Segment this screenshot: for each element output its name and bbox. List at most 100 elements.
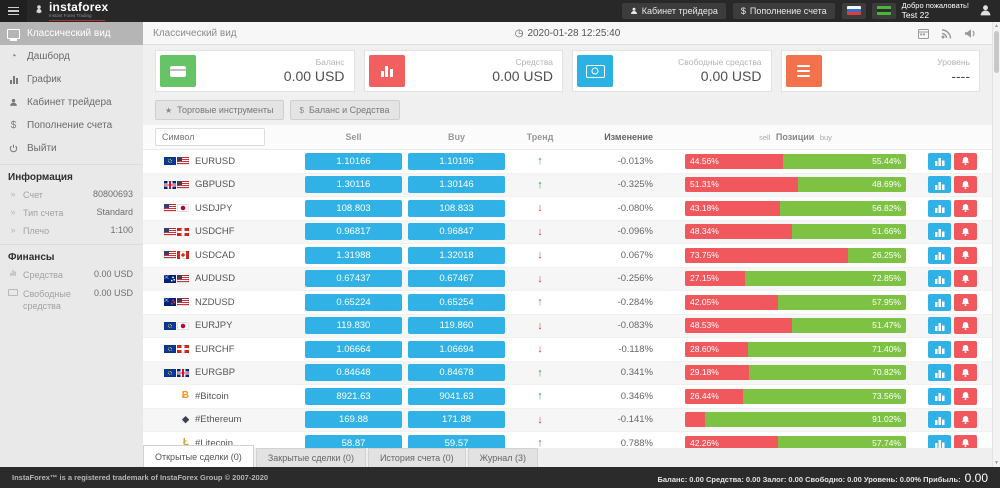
- open-chart-button[interactable]: [928, 364, 951, 382]
- buy-price-button[interactable]: 0.67467: [408, 270, 505, 288]
- scroll-down-icon[interactable]: ▼: [994, 460, 999, 466]
- open-chart-button[interactable]: [928, 246, 951, 264]
- open-chart-button[interactable]: [928, 223, 951, 241]
- open-chart-button[interactable]: [928, 293, 951, 311]
- alert-bell-button[interactable]: [954, 340, 977, 358]
- calendar-icon[interactable]: [918, 28, 929, 39]
- flag-us-icon: [177, 157, 189, 166]
- alert-bell-button[interactable]: [954, 411, 977, 429]
- flag-us-icon: [164, 204, 176, 213]
- trend-up-icon: ↑: [537, 178, 543, 191]
- buy-price-button[interactable]: 1.32018: [408, 246, 505, 264]
- sell-price-button[interactable]: 1.10166: [305, 152, 402, 170]
- flag-eu-icon: [164, 345, 176, 354]
- sidebar-item-deposit[interactable]: $ Пополнение счета: [0, 114, 143, 137]
- sidebar-item-chart[interactable]: График: [0, 68, 143, 91]
- sell-price-button[interactable]: 58.87: [305, 434, 402, 452]
- positions-bar: 48.53% 51.47%: [685, 318, 906, 334]
- sidebar-item-logout[interactable]: Выйти: [0, 137, 143, 160]
- symbol-label: EURUSD: [195, 155, 236, 167]
- column-header-buy: Buy: [447, 132, 465, 142]
- banknote-icon: [8, 288, 18, 298]
- open-chart-button[interactable]: [928, 270, 951, 288]
- sell-price-button[interactable]: 1.30116: [305, 176, 402, 194]
- sell-price-button[interactable]: 108.803: [305, 199, 402, 217]
- buy-price-button[interactable]: 119.860: [408, 317, 505, 335]
- alert-bell-button[interactable]: [954, 223, 977, 241]
- flag-gb-icon: [177, 368, 189, 377]
- sell-price-button[interactable]: 0.67437: [305, 270, 402, 288]
- sell-price-button[interactable]: 0.65224: [305, 293, 402, 311]
- open-chart-button[interactable]: [928, 340, 951, 358]
- open-chart-button[interactable]: [928, 199, 951, 217]
- open-chart-button[interactable]: [928, 176, 951, 194]
- open-chart-button[interactable]: [928, 387, 951, 405]
- symbol-cell: Ƀ #Bitcoin: [155, 391, 305, 402]
- language-russian-flag-icon[interactable]: [841, 2, 866, 19]
- sell-price-button[interactable]: 1.06664: [305, 340, 402, 358]
- language-flag-icon[interactable]: [871, 2, 896, 19]
- buy-price-button[interactable]: 0.84678: [408, 364, 505, 382]
- sell-price-button[interactable]: 119.830: [305, 317, 402, 335]
- tab-closed-trades[interactable]: Закрытые сделки (0): [255, 448, 366, 467]
- sell-price-button[interactable]: 8921.63: [305, 387, 402, 405]
- buy-price-button[interactable]: 59.57: [408, 434, 505, 452]
- sidebar-item-dashboard[interactable]: ◔ Дашборд: [0, 45, 143, 68]
- alert-bell-button[interactable]: [954, 176, 977, 194]
- alert-bell-button[interactable]: [954, 270, 977, 288]
- alert-bell-button[interactable]: [954, 246, 977, 264]
- alert-bell-button[interactable]: [954, 364, 977, 382]
- buy-price-button[interactable]: 9041.63: [408, 387, 505, 405]
- tab-account-history[interactable]: История счета (0): [367, 448, 466, 467]
- buy-positions-segment: 57.95%: [872, 296, 901, 307]
- symbol-icons: Ƀ: [155, 391, 189, 401]
- change-value: 0.346%: [620, 390, 653, 402]
- vertical-scrollbar[interactable]: ▲ ▼: [992, 22, 1000, 467]
- tab-open-trades[interactable]: Открытые сделки (0): [143, 445, 254, 467]
- megaphone-icon[interactable]: [964, 28, 976, 39]
- sidebar-item-trader-cabinet[interactable]: Кабинет трейдера: [0, 91, 143, 114]
- open-chart-button[interactable]: [928, 411, 951, 429]
- sell-price-button[interactable]: 0.96817: [305, 223, 402, 241]
- dollar-icon: $: [10, 120, 17, 131]
- trading-instruments-button[interactable]: ★ Торговые инструменты: [155, 100, 284, 120]
- buy-price-button[interactable]: 1.10196: [408, 152, 505, 170]
- sell-positions-segment: 48.53%: [685, 318, 793, 334]
- alert-bell-button[interactable]: [954, 152, 977, 170]
- buy-price-button[interactable]: 108.833: [408, 199, 505, 217]
- buy-price-button[interactable]: 0.65254: [408, 293, 505, 311]
- buy-price-button[interactable]: 1.06694: [408, 340, 505, 358]
- scrollbar-thumb[interactable]: [994, 31, 999, 73]
- avatar-icon[interactable]: [979, 4, 992, 17]
- alert-bell-button[interactable]: [954, 434, 977, 452]
- alert-bell-button[interactable]: [954, 317, 977, 335]
- buy-price-button[interactable]: 0.96847: [408, 223, 505, 241]
- rss-icon[interactable]: [941, 28, 952, 39]
- scroll-up-icon[interactable]: ▲: [994, 23, 999, 29]
- deposit-button[interactable]: $ Пополнение счета: [732, 2, 835, 19]
- buy-price-button[interactable]: 1.30146: [408, 176, 505, 194]
- sidebar-item-classic-view[interactable]: Классический вид: [0, 22, 143, 45]
- main-header: Классический вид ◷ 2020-01-28 12:25:40: [143, 22, 992, 45]
- flag-ca-icon: [177, 251, 189, 260]
- trader-cabinet-button[interactable]: Кабинет трейдера: [621, 2, 726, 19]
- sell-price-button[interactable]: 1.31988: [305, 246, 402, 264]
- trend-down-icon: ↓: [537, 413, 543, 426]
- hamburger-menu-icon[interactable]: [0, 0, 27, 22]
- tab-journal[interactable]: Журнал (3): [467, 448, 539, 467]
- symbol-search-input[interactable]: [155, 128, 265, 146]
- alert-bell-button[interactable]: [954, 199, 977, 217]
- alert-bell-button[interactable]: [954, 387, 977, 405]
- balance-and-funds-button[interactable]: $ Баланс и Средства: [289, 100, 400, 120]
- open-chart-button[interactable]: [928, 317, 951, 335]
- sell-price-button[interactable]: 0.84648: [305, 364, 402, 382]
- star-icon: ★: [165, 105, 173, 115]
- footer-account-summary: Баланс: 0.00 Средства: 0.00 Залог: 0.00 …: [657, 470, 989, 485]
- info-row-account-type: » Тип счета Standard: [0, 204, 143, 222]
- buy-price-button[interactable]: 171.88: [408, 411, 505, 429]
- symbol-label: NZDUSD: [195, 296, 235, 308]
- alert-bell-button[interactable]: [954, 293, 977, 311]
- open-chart-button[interactable]: [928, 434, 951, 452]
- sell-price-button[interactable]: 169.88: [305, 411, 402, 429]
- open-chart-button[interactable]: [928, 152, 951, 170]
